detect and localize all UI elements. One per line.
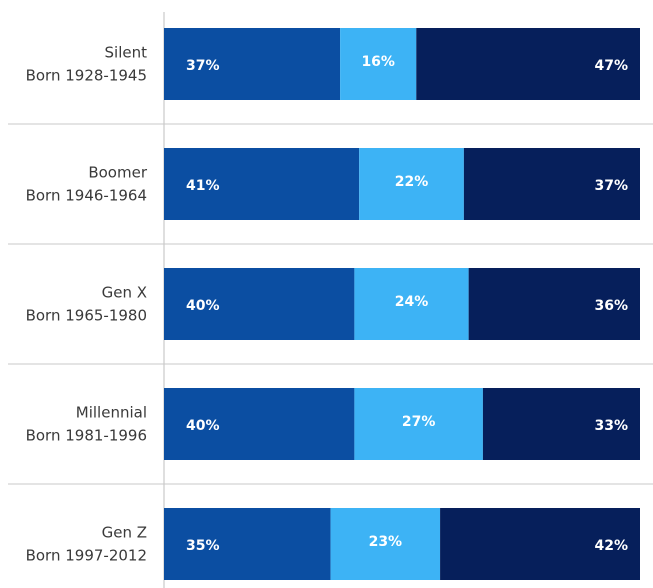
data-label: 40% <box>186 298 220 314</box>
bar-segment <box>164 268 355 340</box>
data-label: 16% <box>361 54 395 70</box>
bar-segment <box>359 148 464 220</box>
bar-segment <box>354 268 469 340</box>
bar-segment <box>482 388 640 460</box>
data-label: 27% <box>402 414 436 430</box>
data-label: 47% <box>594 58 628 74</box>
category-sublabel: Born 1928-1945 <box>26 67 147 85</box>
data-label: 22% <box>395 174 429 190</box>
data-label: 33% <box>594 418 628 434</box>
data-label: 37% <box>186 58 220 74</box>
bar-segment <box>416 28 640 100</box>
data-label: 42% <box>594 538 628 554</box>
bar-segment <box>468 268 640 340</box>
bar-segment <box>164 388 355 460</box>
bar-segment <box>354 388 483 460</box>
data-label: 40% <box>186 418 220 434</box>
bar-segment <box>164 508 331 580</box>
bar-segment <box>164 28 341 100</box>
data-label: 24% <box>395 294 429 310</box>
category-label: Silent <box>105 44 148 62</box>
data-label: 35% <box>186 538 220 554</box>
category-label: Gen X <box>102 284 147 302</box>
data-label: 23% <box>369 534 403 550</box>
bar-segment <box>164 148 360 220</box>
data-label: 41% <box>186 178 220 194</box>
data-label: 36% <box>594 298 628 314</box>
category-label: Boomer <box>88 164 147 182</box>
category-sublabel: Born 1981-1996 <box>26 427 147 445</box>
bar-segment <box>340 28 417 100</box>
category-label: Gen Z <box>102 524 147 542</box>
category-sublabel: Born 1997-2012 <box>26 547 147 565</box>
bar-segment <box>330 508 441 580</box>
category-sublabel: Born 1965-1980 <box>26 307 147 325</box>
data-label: 37% <box>594 178 628 194</box>
category-sublabel: Born 1946-1964 <box>26 187 147 205</box>
bar-segment <box>440 508 640 580</box>
bar-segment <box>463 148 640 220</box>
category-label: Millennial <box>76 404 147 422</box>
